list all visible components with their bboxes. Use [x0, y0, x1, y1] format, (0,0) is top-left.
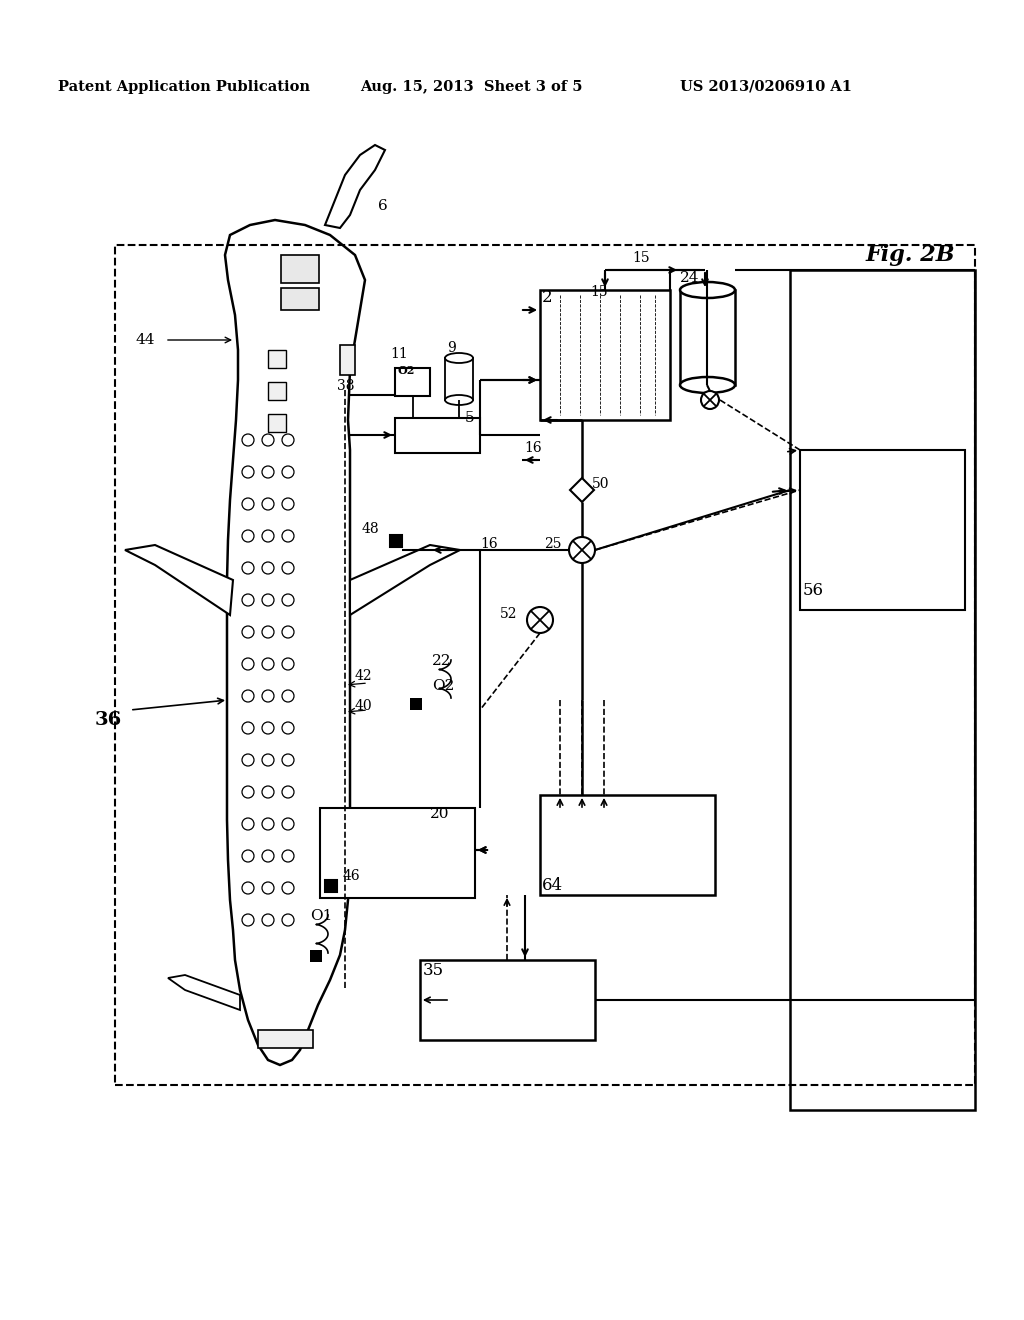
Text: 52: 52	[500, 607, 517, 620]
Polygon shape	[225, 220, 365, 1065]
Text: 6: 6	[378, 199, 388, 213]
Text: 5: 5	[465, 411, 475, 425]
Text: Aug. 15, 2013  Sheet 3 of 5: Aug. 15, 2013 Sheet 3 of 5	[360, 81, 583, 94]
Text: Fig. 2B: Fig. 2B	[865, 244, 954, 267]
Bar	[115, 246, 975, 1085]
Text: 40: 40	[355, 700, 373, 713]
Text: 20: 20	[430, 807, 450, 821]
Text: 15: 15	[632, 251, 649, 265]
Circle shape	[569, 537, 595, 564]
Text: 11: 11	[390, 347, 408, 360]
Polygon shape	[325, 145, 385, 228]
Text: 22: 22	[432, 653, 452, 668]
Text: O2: O2	[398, 366, 416, 376]
Text: O2: O2	[432, 678, 455, 693]
Circle shape	[701, 391, 719, 409]
Bar	[310, 950, 322, 962]
Bar	[281, 255, 319, 282]
Text: 16: 16	[524, 441, 542, 455]
Bar	[325, 880, 337, 892]
Text: 2: 2	[542, 289, 553, 306]
Bar	[540, 290, 670, 420]
Ellipse shape	[680, 282, 735, 298]
Circle shape	[527, 607, 553, 634]
Bar	[268, 381, 286, 400]
Text: Patent Application Publication: Patent Application Publication	[58, 81, 310, 94]
Bar	[395, 418, 480, 453]
Bar	[790, 271, 975, 1110]
Bar	[258, 1030, 313, 1048]
Bar	[281, 288, 319, 310]
Ellipse shape	[445, 352, 473, 363]
Text: 42: 42	[355, 669, 373, 682]
Bar	[325, 880, 337, 892]
Text: 15: 15	[590, 285, 607, 300]
Text: 50: 50	[592, 477, 609, 491]
Bar	[319, 808, 475, 898]
Text: 24: 24	[680, 271, 699, 285]
Polygon shape	[168, 975, 240, 1010]
Text: 38: 38	[337, 379, 354, 393]
Bar	[800, 450, 965, 610]
Ellipse shape	[445, 395, 473, 405]
Text: 16: 16	[480, 537, 498, 550]
Bar	[540, 795, 715, 895]
Bar	[410, 698, 422, 710]
Bar	[395, 368, 430, 396]
Ellipse shape	[680, 378, 735, 393]
Bar	[420, 960, 595, 1040]
Text: US 2013/0206910 A1: US 2013/0206910 A1	[680, 81, 852, 94]
Text: 48: 48	[362, 521, 380, 536]
Polygon shape	[570, 478, 594, 502]
Bar	[340, 345, 355, 375]
Polygon shape	[125, 545, 233, 615]
Text: 35: 35	[423, 962, 444, 979]
Bar	[445, 358, 473, 400]
Polygon shape	[350, 545, 460, 615]
Text: 44: 44	[135, 333, 155, 347]
Bar	[268, 350, 286, 368]
Text: 36: 36	[95, 711, 122, 729]
Bar	[680, 290, 735, 385]
Text: O1: O1	[310, 909, 333, 923]
Bar	[390, 535, 402, 546]
Text: 56: 56	[803, 582, 824, 599]
Text: 46: 46	[343, 869, 360, 883]
Text: 64: 64	[542, 876, 563, 894]
Text: 9: 9	[447, 341, 456, 355]
Text: 25: 25	[544, 537, 561, 550]
Bar	[390, 535, 402, 546]
Bar	[268, 414, 286, 432]
